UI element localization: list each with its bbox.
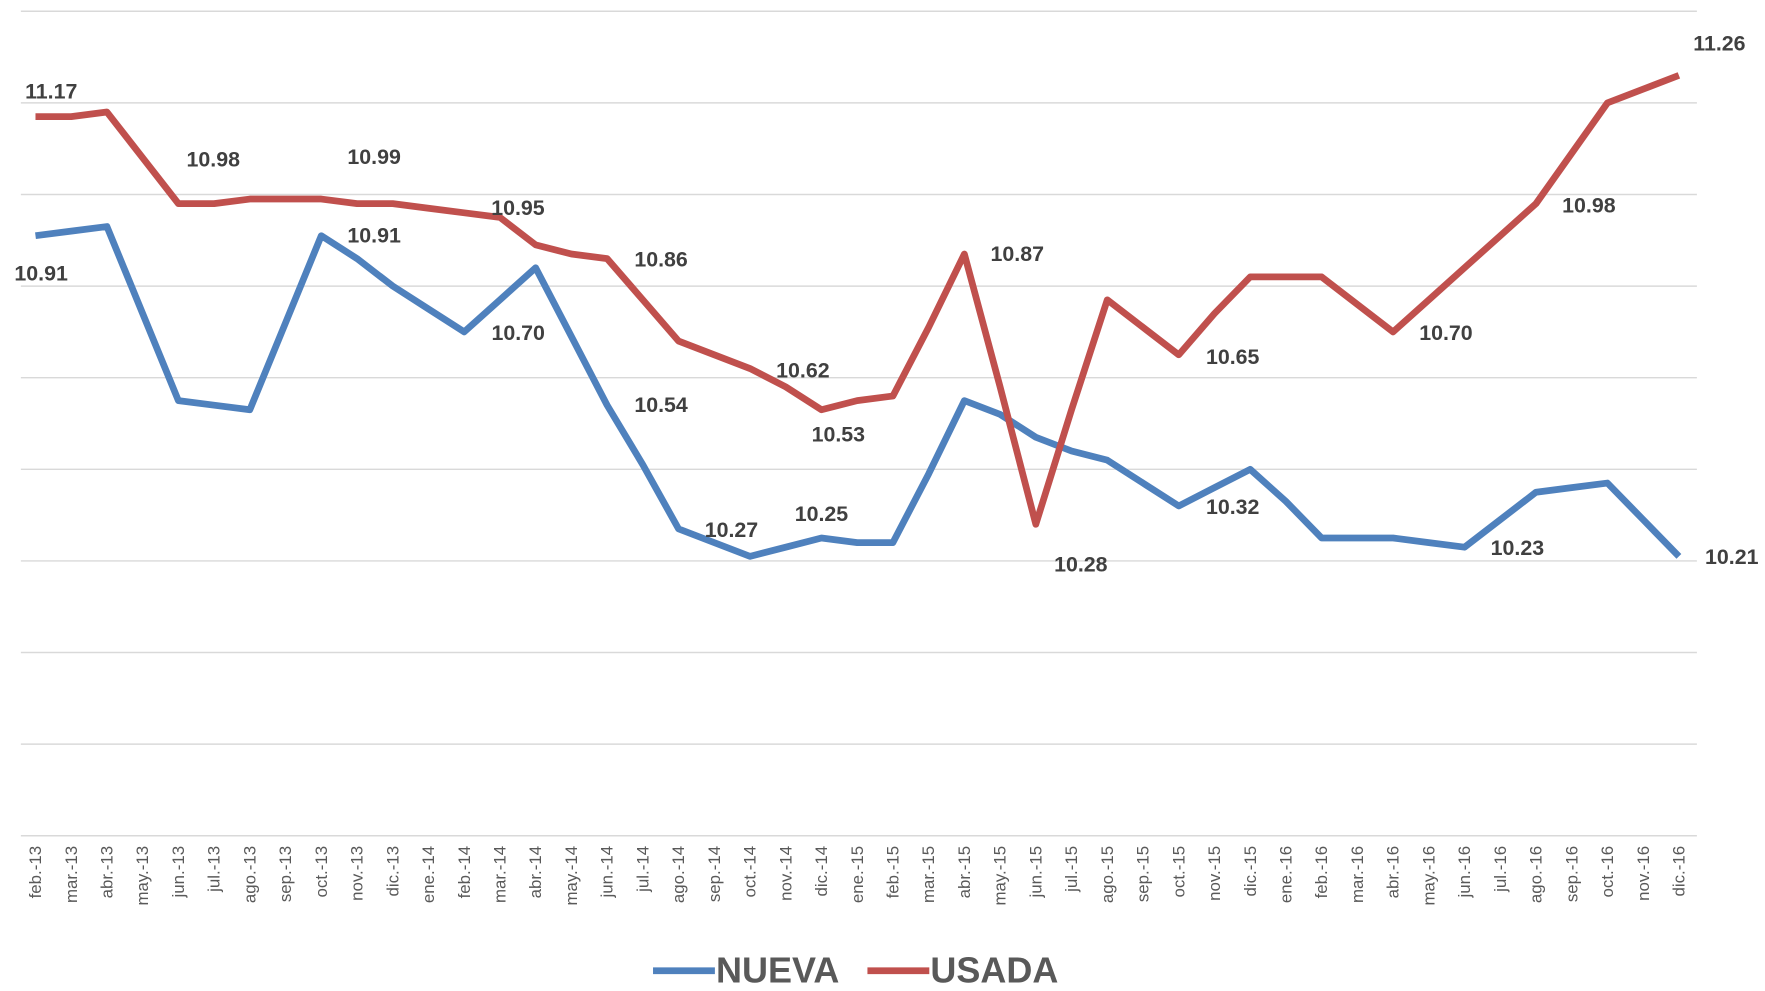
data-label: 11.17 — [25, 80, 77, 104]
x-tick-label: jun.-15 — [1026, 846, 1045, 899]
data-label: 10.91 — [347, 223, 401, 247]
data-label: 10.65 — [1206, 345, 1260, 369]
x-tick-label: nov.-13 — [348, 846, 367, 901]
x-tick-label: may.-13 — [133, 846, 152, 906]
x-tick-label: abr.-13 — [98, 846, 117, 899]
x-tick-label: nov.-14 — [776, 846, 795, 901]
x-tick-label: feb.-15 — [883, 846, 902, 899]
data-label: 10.25 — [795, 502, 849, 526]
x-tick-label: ago.-14 — [669, 846, 688, 903]
x-tick-label: may.-15 — [991, 846, 1010, 906]
data-label: 10.99 — [347, 145, 401, 169]
x-tick-label: mar.-16 — [1348, 846, 1367, 903]
x-tick-label: jun.-13 — [169, 846, 188, 899]
x-tick-label: dic.-14 — [812, 846, 831, 897]
x-tick-label: sep.-16 — [1562, 846, 1581, 902]
data-label: 10.32 — [1206, 495, 1260, 519]
legend-label: USADA — [930, 950, 1058, 991]
x-tick-label: mar.-14 — [491, 846, 510, 903]
x-tick-label: feb.-14 — [455, 846, 474, 899]
x-tick-label: jul.-14 — [633, 846, 652, 893]
x-tick-label: jul.-13 — [205, 846, 224, 893]
legend-label: NUEVA — [716, 950, 839, 991]
x-tick-label: nov.-15 — [1205, 846, 1224, 901]
x-tick-label: jun.-14 — [598, 846, 617, 899]
x-tick-label: ago.-15 — [1098, 846, 1117, 903]
data-label: 10.86 — [634, 247, 688, 271]
series-line — [35, 72, 1681, 528]
x-tick-label: dic.-15 — [1241, 846, 1260, 897]
x-tick-label: ene.-15 — [848, 846, 867, 903]
x-tick-label: may.-16 — [1419, 846, 1438, 906]
data-label: 10.70 — [1419, 321, 1472, 345]
data-label: 10.28 — [1054, 553, 1108, 577]
x-tick-label: oct.-14 — [741, 846, 760, 898]
x-tick-label: oct.-15 — [1169, 846, 1188, 898]
data-label: 10.87 — [991, 242, 1044, 266]
data-label: 10.53 — [812, 422, 866, 446]
data-label: 10.70 — [491, 321, 544, 345]
x-tick-label: oct.-13 — [312, 846, 331, 898]
data-label: 11.26 — [1693, 32, 1745, 56]
x-tick-label: sep.-15 — [1134, 846, 1153, 902]
x-tick-label: jun.-16 — [1455, 846, 1474, 899]
x-tick-label: jul.-15 — [1062, 846, 1081, 893]
data-label: 10.95 — [491, 196, 545, 220]
data-label: 10.91 — [14, 262, 68, 286]
x-tick-label: sep.-13 — [276, 846, 295, 902]
x-tick-label: may.-14 — [562, 846, 581, 906]
x-tick-label: feb.-13 — [26, 846, 45, 899]
x-tick-label: ene.-16 — [1276, 846, 1295, 903]
x-tick-label: ago.-13 — [240, 846, 259, 903]
x-tick-label: abr.-15 — [955, 846, 974, 899]
x-tick-label: abr.-14 — [526, 846, 545, 899]
x-tick-label: dic.-13 — [383, 846, 402, 897]
series-line — [35, 223, 1682, 560]
x-tick-label: ago.-16 — [1527, 846, 1546, 903]
data-label: 10.23 — [1491, 536, 1545, 560]
x-tick-label: nov.-16 — [1634, 846, 1653, 901]
x-tick-label: jul.-16 — [1491, 846, 1510, 893]
x-tick-label: ene.-14 — [419, 846, 438, 903]
x-tick-label: mar.-15 — [919, 846, 938, 903]
data-label: 10.54 — [634, 393, 688, 417]
data-label: 10.98 — [187, 148, 241, 172]
x-tick-label: dic.-16 — [1669, 846, 1688, 897]
x-tick-label: abr.-16 — [1384, 846, 1403, 899]
data-label: 10.98 — [1562, 194, 1616, 218]
data-label: 10.21 — [1705, 545, 1759, 569]
x-tick-label: oct.-16 — [1598, 846, 1617, 898]
x-tick-label: mar.-13 — [62, 846, 81, 903]
data-label: 10.62 — [776, 359, 830, 383]
data-label: 10.27 — [705, 518, 758, 542]
x-tick-label: sep.-14 — [705, 846, 724, 902]
x-tick-label: feb.-16 — [1312, 846, 1331, 899]
